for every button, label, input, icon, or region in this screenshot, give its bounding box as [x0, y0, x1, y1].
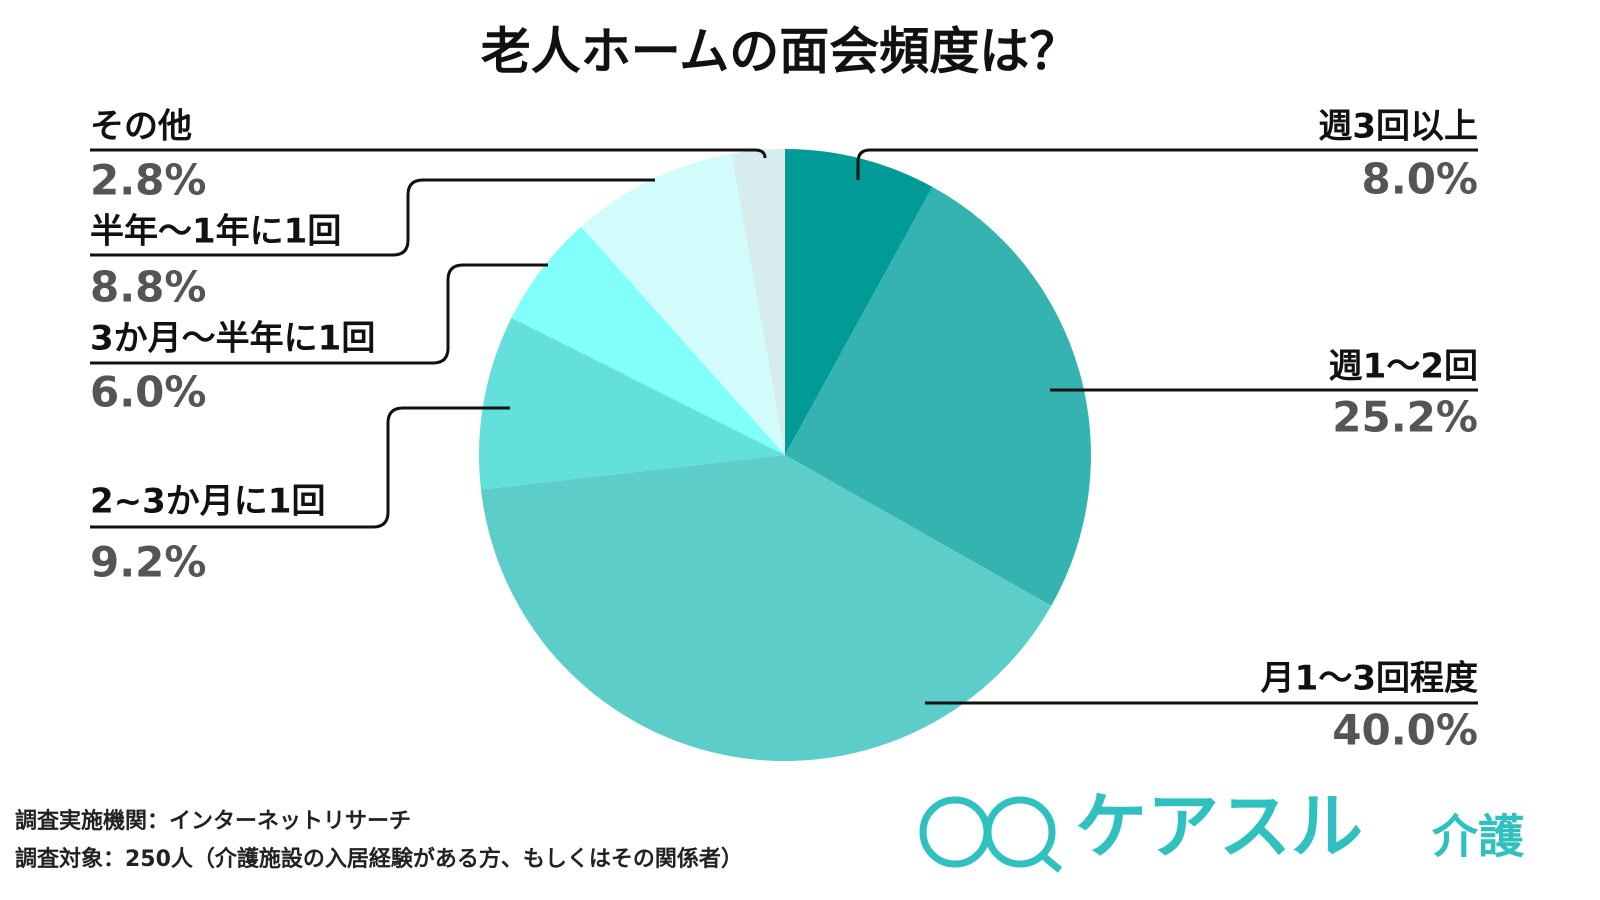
pie-slice [478, 317, 785, 490]
value-label: 6.0% [90, 368, 206, 417]
leader-line [90, 263, 548, 365]
category-label: 2~3か月に1回 [90, 482, 325, 522]
logo-suffix: 介護 [1432, 810, 1525, 864]
chart-title: 老人ホームの面会頻度は？ [481, 23, 1080, 81]
value-label: 8.0% [1362, 155, 1478, 204]
pie-slice [785, 186, 1091, 606]
leader-line [856, 148, 1478, 180]
source-note: 調査対象：250人（介護施設の入居経験がある方、もしくはその関係者） [15, 846, 743, 872]
pie-slice [581, 153, 785, 455]
value-label: 9.2% [90, 538, 206, 587]
value-label: 40.0% [1332, 706, 1478, 755]
category-label: 週3回以上 [1318, 107, 1478, 147]
leader-line [90, 178, 655, 257]
pie-slice [731, 149, 785, 455]
value-label: 2.8% [90, 156, 206, 205]
logo-name: ケアスル [1075, 785, 1363, 869]
category-label: その他 [90, 107, 192, 147]
leader-line [90, 406, 510, 529]
category-label: 3か月〜半年に1回 [90, 319, 375, 359]
value-label: 8.8% [90, 263, 206, 312]
pie-slice [480, 455, 1052, 761]
pie-slice [511, 226, 785, 455]
pie-slice [785, 149, 933, 455]
source-note: 調査実施機関：インターネットリサーチ [15, 808, 411, 834]
category-label: 半年〜1年に1回 [90, 212, 341, 252]
leader-line [90, 148, 767, 159]
value-label: 25.2% [1332, 393, 1478, 442]
logo-icon [919, 796, 1063, 873]
category-label: 月1〜3回程度 [1261, 659, 1478, 699]
category-label: 週1〜2回 [1329, 347, 1478, 387]
